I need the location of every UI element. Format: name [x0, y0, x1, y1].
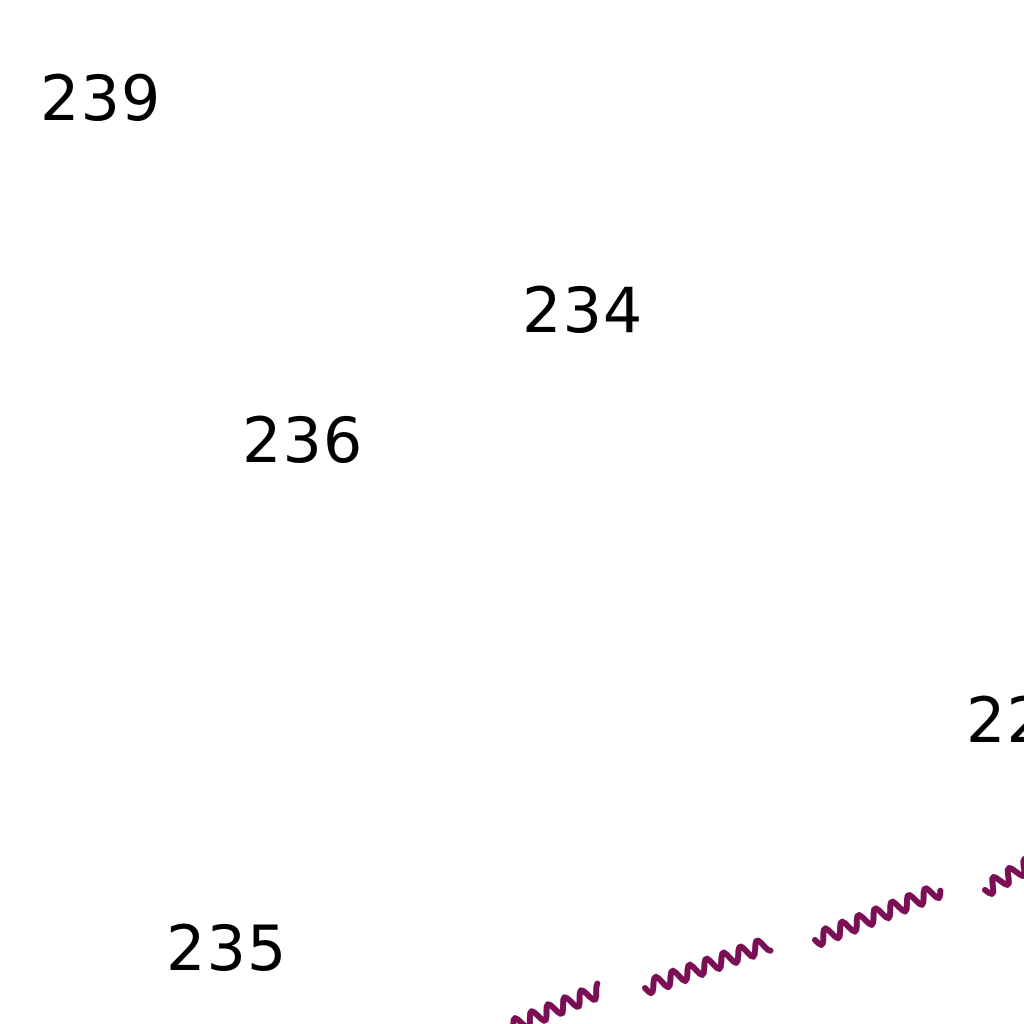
depth-sounding: 22 [966, 684, 1024, 757]
wavy-line-segment [510, 980, 601, 1024]
wavy-line-segment [812, 885, 944, 948]
wavy-line-segment [982, 856, 1024, 897]
depth-sounding: 234 [522, 274, 644, 347]
depth-sounding: 239 [40, 62, 162, 135]
depth-sounding: 235 [166, 912, 288, 985]
depth-sounding: 236 [242, 404, 364, 477]
wavy-line-segment [642, 937, 774, 997]
